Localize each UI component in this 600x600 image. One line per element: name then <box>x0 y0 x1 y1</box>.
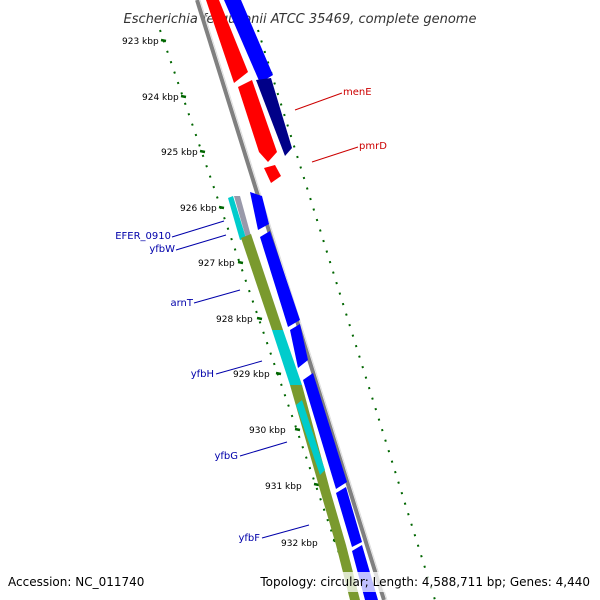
gene-feature[interactable] <box>238 80 277 162</box>
gene-feature-arnT[interactable] <box>241 234 283 330</box>
gene-feature[interactable] <box>303 373 347 489</box>
gene-feature-menE[interactable] <box>256 78 292 156</box>
topology-text: Topology: circular; Length: 4,588,711 bp… <box>259 575 590 589</box>
gene-feature-EFER_0910[interactable] <box>228 196 246 240</box>
gene-feature[interactable] <box>290 324 308 368</box>
feature-track-other <box>206 0 281 183</box>
gene-label-arnT[interactable]: arnT <box>170 298 193 309</box>
scale-labels: 923 kbp 924 kbp 925 kbp 926 kbp 927 kbp … <box>122 37 318 549</box>
scale-ruler-right <box>257 29 436 600</box>
gene-label-yfbW[interactable]: yfbW <box>149 244 175 255</box>
gene-label-yfbF[interactable]: yfbF <box>238 533 260 544</box>
kbp-label: 928 kbp <box>216 315 253 325</box>
gene-labels: menE pmrD EFER_0910 yfbW arnT yfbH yfbG … <box>115 87 387 544</box>
gene-feature[interactable] <box>336 487 362 547</box>
kbp-label: 930 kbp <box>249 426 286 436</box>
backbone-line-inner <box>199 0 388 600</box>
gene-feature-pmrD[interactable] <box>264 165 281 183</box>
gene-feature-yfbF[interactable] <box>320 490 346 545</box>
kbp-label: 923 kbp <box>122 37 159 47</box>
gene-feature[interactable] <box>260 231 300 327</box>
kbp-label: 929 kbp <box>233 370 270 380</box>
label-leaders <box>171 92 359 539</box>
gene-label-yfbH[interactable]: yfbH <box>191 369 214 380</box>
gene-feature-yfbH[interactable] <box>272 330 302 385</box>
map-title: Escherichia fergusonii ATCC 35469, compl… <box>124 12 477 27</box>
kbp-label: 932 kbp <box>281 539 318 549</box>
feature-track-forward <box>224 0 378 600</box>
accession-text: Accession: NC_011740 <box>8 575 144 589</box>
kbp-label: 924 kbp <box>142 93 179 103</box>
gene-feature[interactable] <box>224 0 273 83</box>
scale-ticks <box>160 38 339 543</box>
kbp-label: 927 kbp <box>198 259 235 269</box>
kbp-label: 931 kbp <box>265 482 302 492</box>
gene-label-yfbG[interactable]: yfbG <box>214 451 238 462</box>
scale-ruler-left <box>159 29 356 600</box>
gene-label-EFER_0910[interactable]: EFER_0910 <box>115 231 171 242</box>
gene-label-menE[interactable]: menE <box>343 87 372 98</box>
footer-background <box>0 572 600 592</box>
gene-label-pmrD[interactable]: pmrD <box>359 141 387 152</box>
kbp-label: 926 kbp <box>180 204 217 214</box>
gene-feature[interactable] <box>250 192 269 230</box>
kbp-label: 925 kbp <box>161 148 198 158</box>
gene-feature[interactable] <box>296 400 325 475</box>
gene-feature[interactable] <box>234 196 251 238</box>
gene-feature[interactable] <box>206 0 248 83</box>
